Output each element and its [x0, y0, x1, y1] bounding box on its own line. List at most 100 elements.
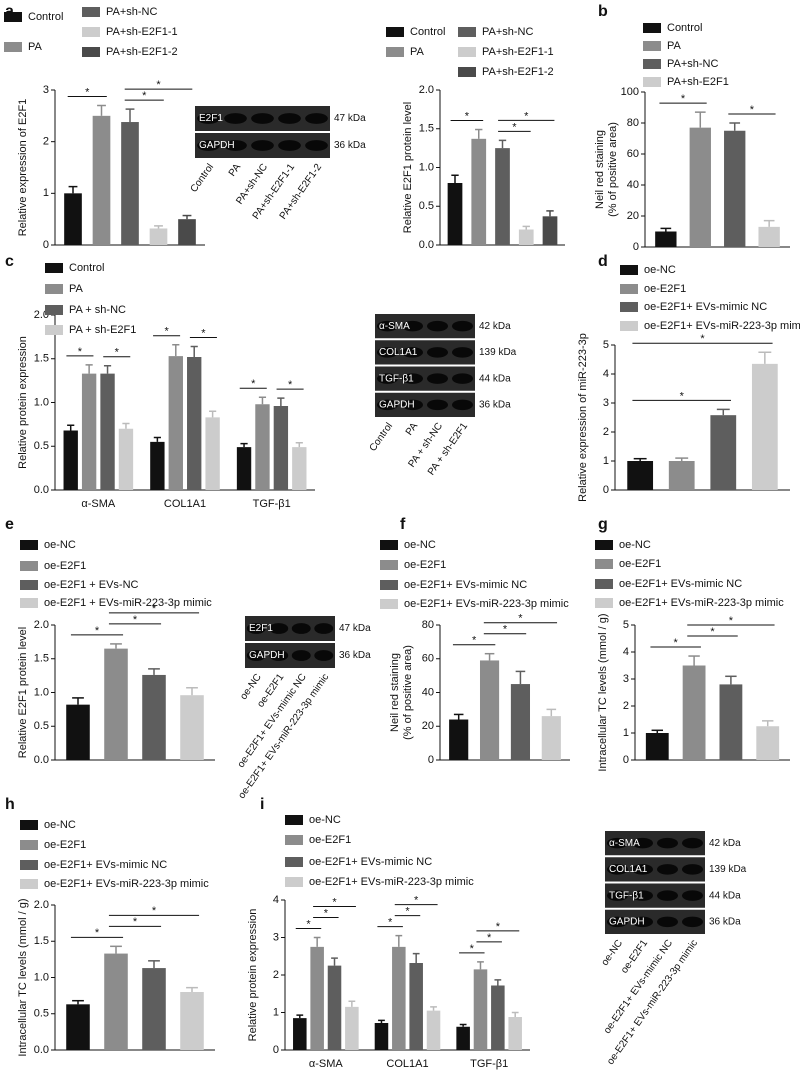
y-tick-label: 2.0: [34, 899, 49, 911]
legend-swatch: [82, 47, 100, 57]
western-blot: α-SMA 42 kDa COL1A1 139 kDa TGF-β1 44 kDa GAPD…: [600, 831, 747, 1067]
legend-swatch: [45, 284, 63, 294]
bar: [118, 428, 134, 490]
legend-swatch: [380, 540, 398, 550]
legend-swatch: [82, 7, 100, 17]
blot-band-size: 47 kDa: [339, 623, 371, 634]
y-tick-label: 0.5: [34, 440, 49, 452]
legend-swatch: [285, 857, 303, 867]
y-axis-label: Relative expression of miR-223-3p: [577, 333, 589, 502]
panel-label: h: [5, 796, 15, 813]
significance-star: *: [115, 347, 120, 359]
bar: [63, 430, 78, 490]
legend-swatch: [643, 77, 661, 87]
legend-swatch: [380, 560, 398, 570]
blot-band: [278, 113, 301, 124]
blot-band: [452, 347, 473, 358]
legend-label: oe-E2F1+ EVs-mimic NC: [44, 859, 167, 871]
blot-lane-label: oe-NC: [600, 938, 626, 968]
blot-band: [305, 140, 328, 151]
significance-star: *: [503, 624, 508, 636]
y-tick-label: 1: [603, 455, 609, 467]
y-axis-label: Relative protein expression: [247, 909, 259, 1042]
y-axis-label: Relative E2F1 protein level: [17, 627, 29, 758]
bar: [293, 1018, 307, 1050]
y-tick-label: 5: [623, 619, 629, 631]
bar: [645, 733, 669, 760]
legend-label: Control: [410, 26, 445, 38]
y-axis-label: Relative E2F1 protein level: [402, 102, 414, 233]
y-tick-label: 1: [273, 1006, 279, 1018]
y-tick-label: 1.5: [34, 935, 49, 947]
x-tick-label: α-SMA: [81, 498, 116, 510]
y-tick-label: 2.0: [419, 84, 434, 96]
significance-star: *: [414, 895, 419, 907]
bar: [81, 373, 97, 490]
significance-star: *: [680, 390, 685, 402]
legend-label: oe-E2F1+ EVs-mimic NC: [404, 579, 527, 591]
legend-swatch: [285, 815, 303, 825]
y-tick-label: 0.0: [34, 484, 49, 496]
legend-swatch: [20, 580, 38, 590]
y-tick-label: 1.5: [34, 353, 49, 365]
blot-band-name: E2F1: [199, 113, 223, 124]
blot-band: [251, 113, 274, 124]
legend-label: oe-E2F1+ EVs-mimic NC: [309, 856, 432, 868]
bar: [456, 1026, 470, 1050]
blot-band-name: α-SMA: [609, 838, 640, 849]
blot-band-size: 44 kDa: [479, 373, 511, 384]
legend-swatch: [595, 579, 613, 589]
blot-band: [452, 399, 473, 411]
blot-lane-label: PA: [404, 421, 420, 438]
blot-band: [682, 864, 703, 875]
bar: [292, 447, 307, 490]
blot-band: [657, 916, 678, 928]
y-tick-label: 60: [627, 148, 639, 160]
blot-band-name: TGF-β1: [609, 890, 644, 901]
blot-band: [657, 837, 678, 849]
legend-label: PA: [28, 41, 43, 53]
blot-band: [607, 864, 628, 875]
legend-label: oe-E2F1: [309, 834, 351, 846]
legend-label: oe-NC: [44, 819, 76, 831]
y-tick-label: 0: [43, 239, 49, 251]
x-tick-label: TGF-β1: [470, 1058, 508, 1070]
y-tick-label: 2.0: [34, 619, 49, 631]
blot-band: [452, 373, 473, 384]
bar-chart: 0.0 0.5 1.0 1.5 2.0 Relative E2F1 protein lev…: [386, 26, 565, 251]
legend-swatch: [595, 540, 613, 550]
bar: [205, 417, 220, 490]
legend-label: oe-E2F1: [404, 559, 446, 571]
bar: [168, 356, 183, 490]
legend-label: oe-E2F1: [44, 560, 86, 572]
significance-star: *: [700, 333, 705, 345]
legend-label: oe-NC: [309, 814, 341, 826]
y-tick-label: 1.0: [34, 686, 49, 698]
legend-label: PA+sh-E2F1: [667, 76, 729, 88]
blot-band: [377, 399, 398, 411]
blot-band: [224, 140, 247, 151]
blot-band: [402, 399, 423, 411]
significance-star: *: [78, 346, 83, 358]
legend-label: oe-E2F1+ EVs-miR-223-3p mimic: [404, 598, 569, 610]
legend-swatch: [458, 67, 476, 77]
bar: [710, 415, 737, 490]
y-tick-label: 0: [273, 1044, 279, 1056]
legend-swatch: [620, 321, 638, 331]
y-tick-label: 2: [273, 969, 279, 981]
bar-chart: h 0.0 0.5 1.0 1.5 2.0 Intracellular TC levels …: [5, 796, 215, 1057]
blot-band: [607, 916, 628, 928]
blot-band: [402, 347, 423, 358]
bar: [541, 716, 561, 760]
blot-lane-label: Control: [189, 162, 217, 195]
x-tick-label: TGF-β1: [253, 498, 291, 510]
blot-band: [427, 347, 448, 358]
panel-label: g: [598, 516, 608, 533]
blot-band-name: COL1A1: [609, 864, 648, 875]
panel-label: a: [5, 3, 14, 20]
blot-band-name: GAPDH: [379, 400, 415, 411]
blot-band: [682, 890, 703, 901]
bar: [236, 447, 252, 490]
